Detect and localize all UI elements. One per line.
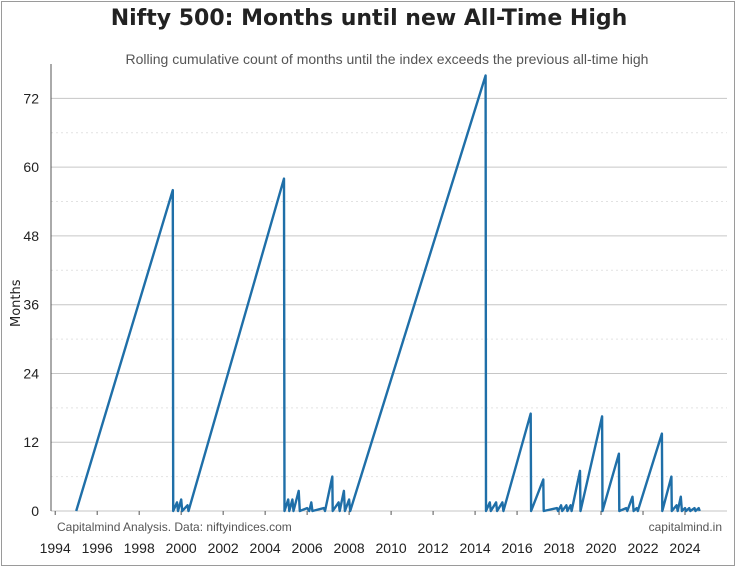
chart-subtitle: Rolling cumulative count of months until… [125, 51, 649, 67]
x-tick-label: 2006 [292, 540, 323, 556]
x-tick-label: 1996 [82, 540, 113, 556]
x-tick-label: 2010 [376, 540, 407, 556]
x-tick-label: 2014 [459, 540, 490, 556]
y-tick-label: 48 [23, 228, 39, 244]
y-tick-label: 24 [23, 365, 39, 381]
x-tick-label: 2024 [669, 540, 700, 556]
x-tick-label: 2016 [501, 540, 532, 556]
x-tick-label: 2002 [208, 540, 239, 556]
source-annotation: Capitalmind Analysis. Data: niftyindices… [57, 520, 292, 534]
x-tick-label: 2018 [543, 540, 574, 556]
series-line [75, 74, 701, 513]
y-tick-labels: 0 12 24 36 48 60 72 [23, 90, 39, 519]
x-tick-label: 2004 [250, 540, 281, 556]
x-tick-label: 1994 [40, 540, 71, 556]
x-tick-label: 1998 [124, 540, 155, 556]
y-tick-label: 0 [31, 503, 39, 519]
x-tick-label: 2008 [334, 540, 365, 556]
y-tick-label: 36 [23, 297, 39, 313]
grid-lines [50, 64, 727, 512]
chart-title: Nifty 500: Months until new All-Time Hig… [110, 6, 628, 31]
x-tick-label: 2012 [418, 540, 449, 556]
x-tick-label: 2020 [585, 540, 616, 556]
x-tick-label: 2000 [166, 540, 197, 556]
brand-annotation: capitalmind.in [649, 520, 722, 534]
y-tick-label: 72 [23, 90, 39, 106]
x-tick-label: 2022 [627, 540, 658, 556]
series-group [75, 74, 701, 513]
x-tick-labels: 1994 1996 1998 2000 2002 2004 2006 2008 2010 2012… [40, 511, 701, 556]
y-tick-label: 12 [23, 434, 39, 450]
y-tick-label: 60 [23, 159, 39, 175]
